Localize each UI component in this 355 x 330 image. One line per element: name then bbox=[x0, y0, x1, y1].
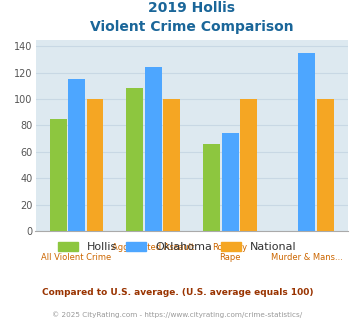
Bar bbox=[126, 88, 143, 231]
Bar bbox=[87, 99, 103, 231]
Bar bbox=[68, 79, 85, 231]
Bar bbox=[298, 53, 315, 231]
Bar bbox=[317, 99, 334, 231]
Bar bbox=[240, 99, 257, 231]
Bar bbox=[163, 99, 180, 231]
Text: Rape: Rape bbox=[219, 253, 241, 262]
Bar bbox=[222, 133, 239, 231]
Text: Murder & Mans...: Murder & Mans... bbox=[271, 253, 343, 262]
Text: © 2025 CityRating.com - https://www.cityrating.com/crime-statistics/: © 2025 CityRating.com - https://www.city… bbox=[53, 312, 302, 318]
Text: Robbery: Robbery bbox=[213, 243, 248, 252]
Text: Compared to U.S. average. (U.S. average equals 100): Compared to U.S. average. (U.S. average … bbox=[42, 287, 313, 297]
Text: All Violent Crime: All Violent Crime bbox=[42, 253, 112, 262]
Bar bbox=[145, 67, 162, 231]
Bar bbox=[203, 144, 220, 231]
Bar bbox=[50, 119, 67, 231]
Title: 2019 Hollis
Violent Crime Comparison: 2019 Hollis Violent Crime Comparison bbox=[90, 1, 294, 34]
Legend: Hollis, Oklahoma, National: Hollis, Oklahoma, National bbox=[59, 242, 296, 252]
Text: Aggravated Assault: Aggravated Assault bbox=[112, 243, 195, 252]
